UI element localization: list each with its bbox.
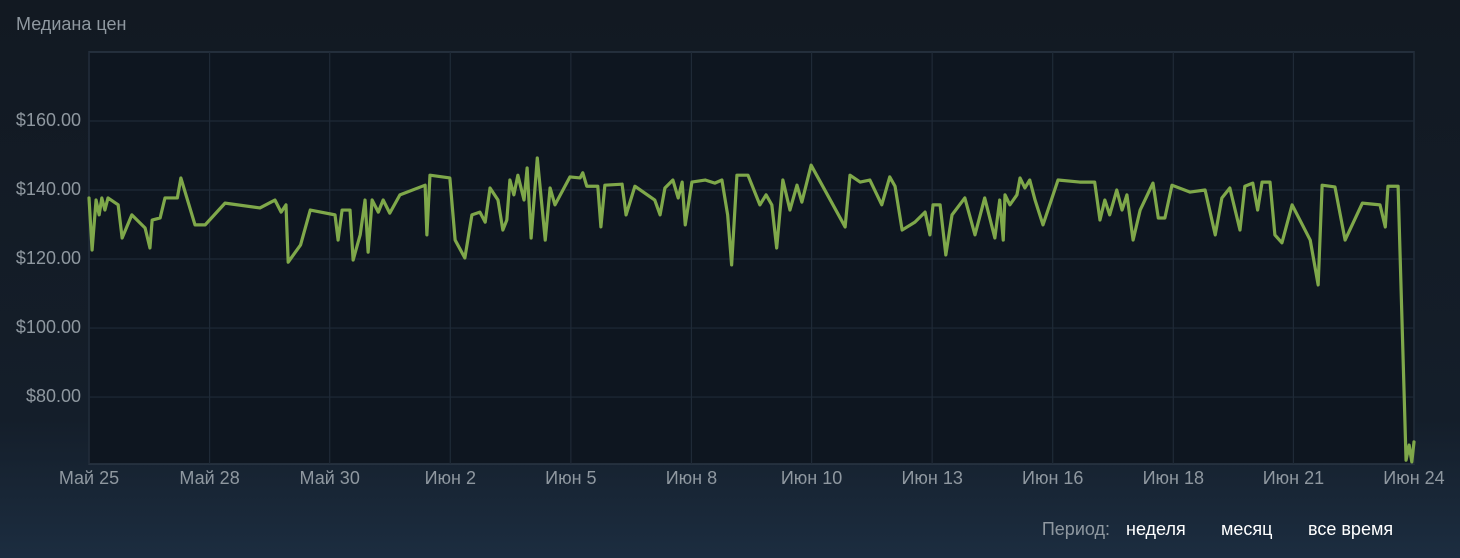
x-tick-label: Июн 21 — [1263, 468, 1324, 488]
price-line — [87, 156, 1416, 464]
x-tick-label: Июн 10 — [781, 468, 842, 488]
period-week[interactable]: неделя — [1126, 519, 1186, 539]
y-tick-label: $100.00 — [16, 317, 81, 337]
x-tick-label: Июн 24 — [1383, 468, 1444, 488]
x-tick-label: Июн 8 — [666, 468, 717, 488]
x-tick-label: Май 30 — [300, 468, 360, 488]
y-tick-label: $160.00 — [16, 110, 81, 130]
x-tick-label: Май 25 — [59, 468, 119, 488]
y-tick-label: $140.00 — [16, 179, 81, 199]
period-label: Период: — [1042, 519, 1110, 539]
x-tick-label: Июн 2 — [425, 468, 476, 488]
x-tick-label: Июн 16 — [1022, 468, 1083, 488]
period-month[interactable]: месяц — [1221, 519, 1272, 539]
y-tick-label: $80.00 — [26, 386, 81, 406]
grid — [88, 52, 1415, 464]
period-all-time[interactable]: все время — [1308, 519, 1393, 539]
x-tick-label: Июн 5 — [545, 468, 596, 488]
x-tick-label: Июн 13 — [901, 468, 962, 488]
x-tick-label: Май 28 — [179, 468, 239, 488]
x-tick-label: Июн 18 — [1143, 468, 1204, 488]
chart-title: Медиана цен — [16, 14, 126, 34]
y-tick-label: $120.00 — [16, 248, 81, 268]
marks — [87, 156, 1416, 464]
